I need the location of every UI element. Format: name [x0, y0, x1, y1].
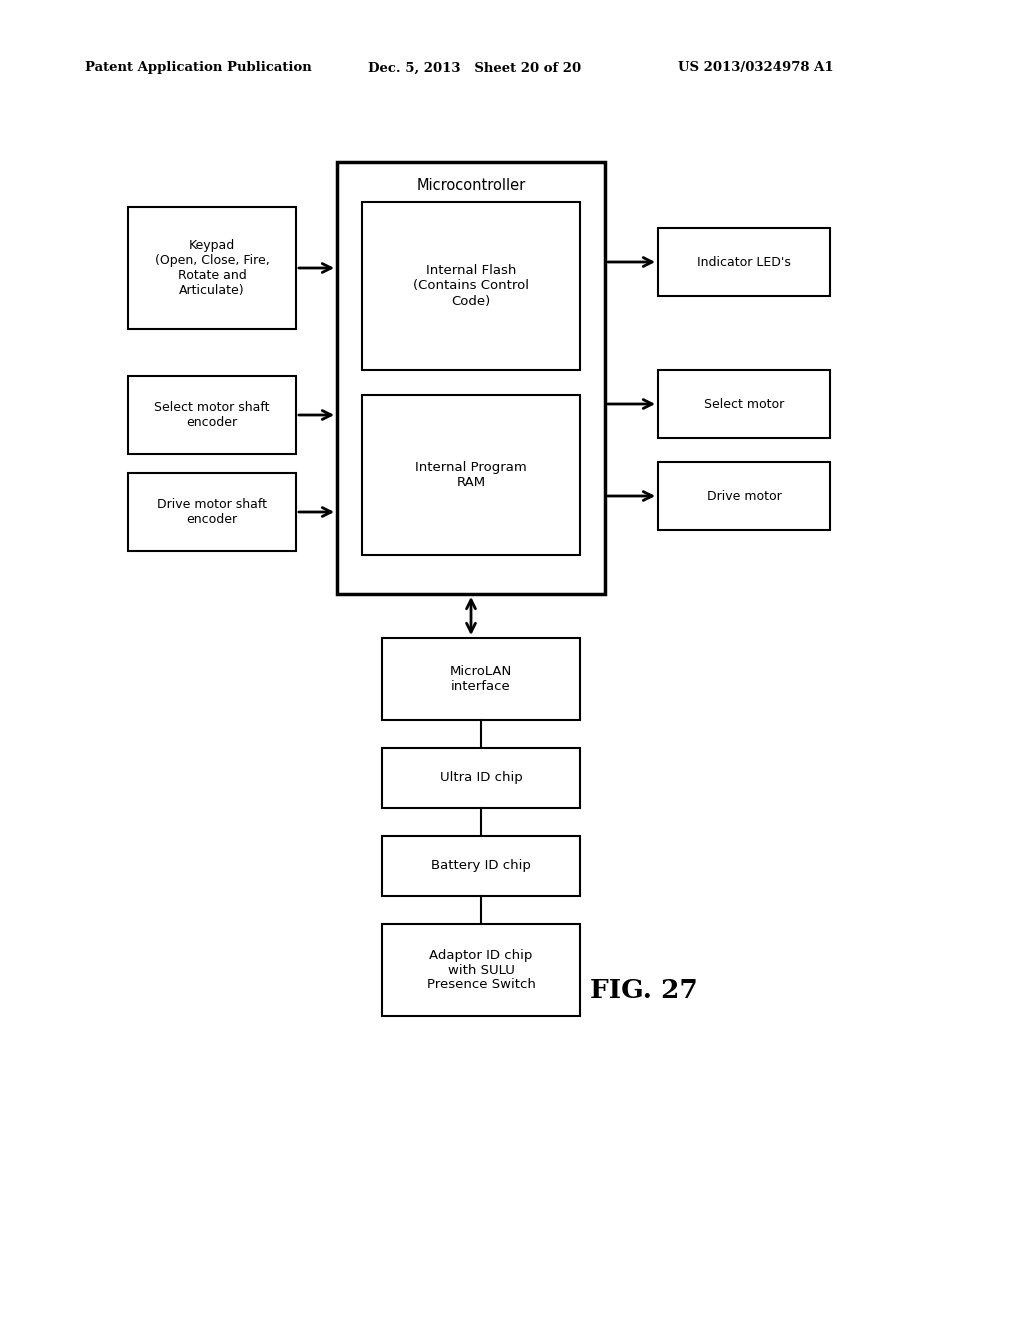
Text: Select motor shaft
encoder: Select motor shaft encoder	[155, 401, 269, 429]
Text: Internal Program
RAM: Internal Program RAM	[415, 461, 527, 488]
Bar	[362, 395, 580, 554]
Text: Ultra ID chip: Ultra ID chip	[439, 771, 522, 784]
Bar	[128, 473, 296, 550]
Bar	[382, 924, 580, 1016]
Text: US 2013/0324978 A1: US 2013/0324978 A1	[678, 62, 834, 74]
Text: FIG. 27: FIG. 27	[590, 978, 697, 1002]
Bar	[362, 202, 580, 370]
Bar	[658, 462, 830, 531]
Bar	[382, 748, 580, 808]
Bar	[658, 228, 830, 296]
Text: Adaptor ID chip
with SULU
Presence Switch: Adaptor ID chip with SULU Presence Switc…	[427, 949, 536, 991]
Text: Patent Application Publication: Patent Application Publication	[85, 62, 311, 74]
Text: Drive motor shaft
encoder: Drive motor shaft encoder	[157, 498, 267, 525]
Text: Dec. 5, 2013   Sheet 20 of 20: Dec. 5, 2013 Sheet 20 of 20	[368, 62, 582, 74]
Bar	[128, 376, 296, 454]
Text: Indicator LED's: Indicator LED's	[697, 256, 791, 268]
Text: Keypad
(Open, Close, Fire,
Rotate and
Articulate): Keypad (Open, Close, Fire, Rotate and Ar…	[155, 239, 269, 297]
Text: MicroLAN
interface: MicroLAN interface	[450, 665, 512, 693]
Bar	[382, 836, 580, 896]
Text: Drive motor: Drive motor	[707, 490, 781, 503]
Text: Microcontroller: Microcontroller	[417, 178, 525, 193]
Bar	[382, 638, 580, 719]
Bar	[337, 162, 605, 594]
Bar	[128, 207, 296, 329]
Bar	[658, 370, 830, 438]
Text: Battery ID chip: Battery ID chip	[431, 859, 530, 873]
Text: Internal Flash
(Contains Control
Code): Internal Flash (Contains Control Code)	[413, 264, 529, 308]
Text: Select motor: Select motor	[703, 397, 784, 411]
